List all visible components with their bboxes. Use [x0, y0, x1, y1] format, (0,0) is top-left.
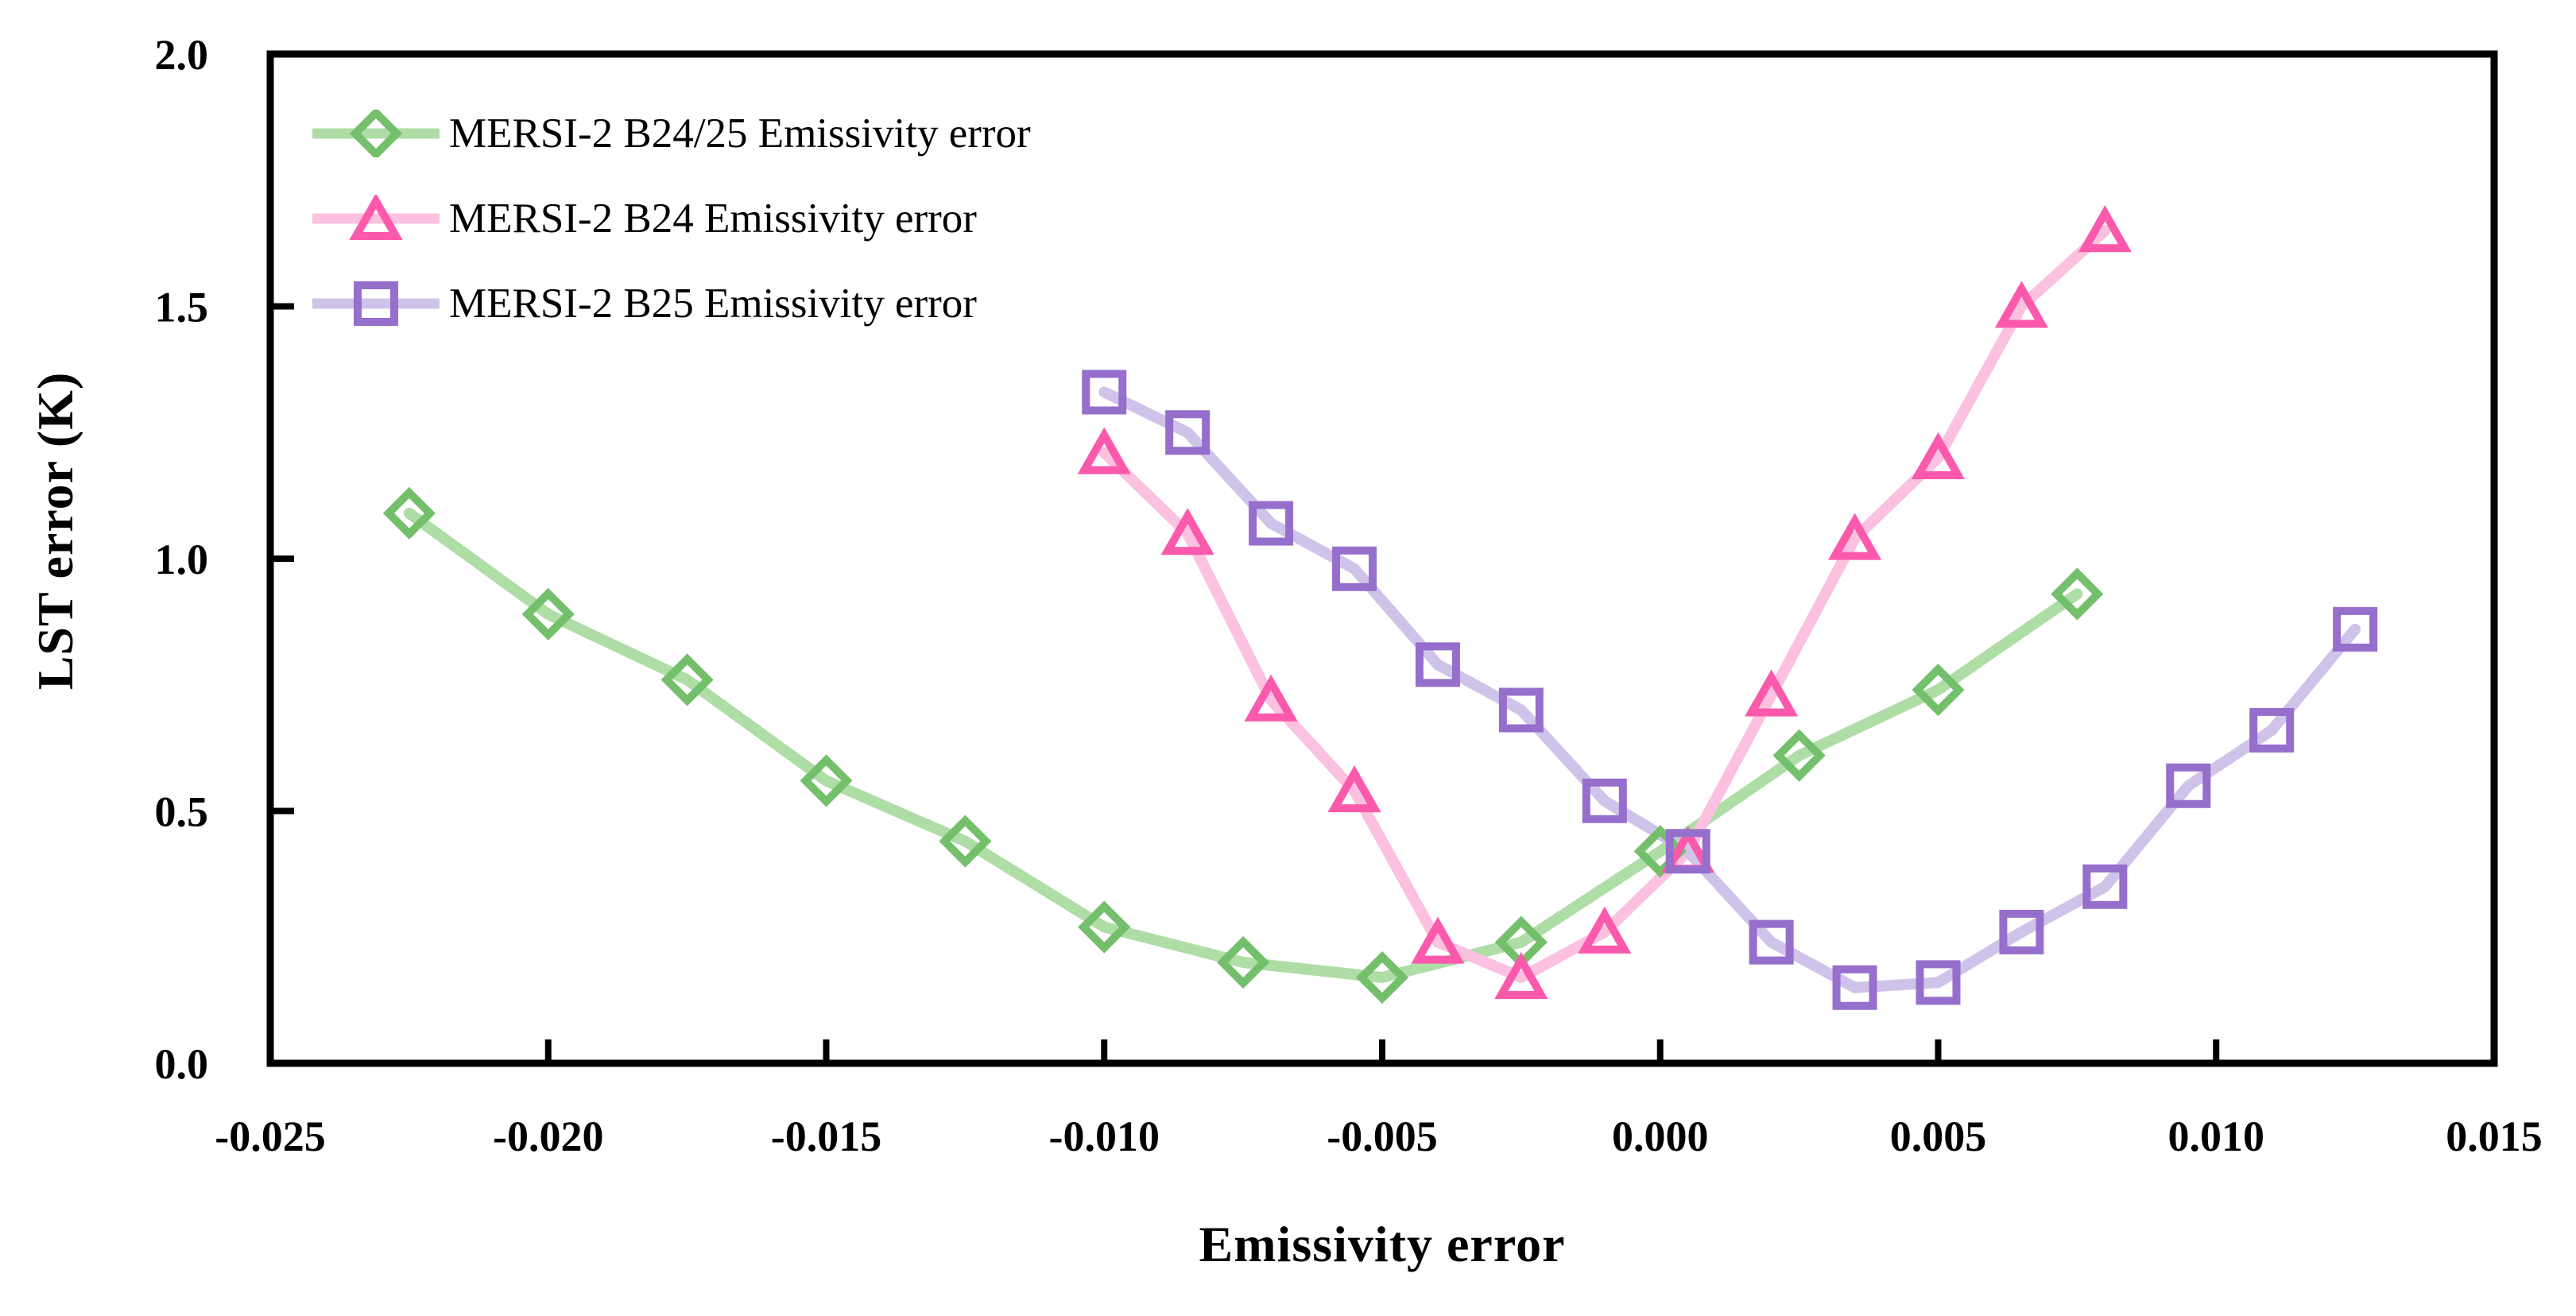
- square-marker: [1665, 829, 1710, 874]
- diamond-marker: [521, 587, 575, 641]
- square-marker: [1582, 778, 1627, 823]
- square-marker: [1249, 501, 1294, 546]
- square-marker: [2333, 606, 2378, 652]
- y-tick-label: 0.0: [155, 1040, 209, 1088]
- y-tick-label: 1.0: [155, 536, 209, 583]
- square-marker: [2082, 864, 2128, 909]
- plot-border: [266, 50, 2498, 1067]
- triangle-marker: [1578, 906, 1632, 954]
- legend-item-b24: MERSI-2 B24 Emissivity error: [308, 176, 1031, 261]
- y-tick-label: 0.5: [155, 788, 209, 836]
- x-tick-label: 0.000: [1612, 1113, 1709, 1160]
- triangle-marker: [1911, 432, 1966, 479]
- triangle-marker: [1327, 764, 1381, 813]
- y-tick-label: 1.5: [155, 284, 209, 331]
- x-tick-label: -0.025: [215, 1113, 325, 1160]
- square-marker-icon: [308, 280, 444, 327]
- square-marker: [2249, 707, 2295, 753]
- diamond-marker: [660, 653, 714, 706]
- legend-label: MERSI-2 B24 Emissivity error: [449, 195, 977, 242]
- triangle-marker: [1411, 916, 1465, 964]
- diamond-marker: [1633, 825, 1687, 878]
- legend-label: MERSI-2 B24/25 Emissivity error: [449, 110, 1031, 157]
- diamond-marker: [1217, 935, 1270, 989]
- x-tick-label: 0.010: [2168, 1113, 2265, 1160]
- y-axis-title: LST error (K): [27, 371, 83, 691]
- square-marker: [1332, 546, 1377, 591]
- series-line-0: [403, 507, 2083, 983]
- diamond-marker: [1912, 664, 1965, 717]
- diamond-marker: [2051, 567, 2104, 621]
- x-tick-label: -0.005: [1327, 1113, 1437, 1160]
- square-marker: [1498, 687, 1544, 733]
- series-line-1: [1098, 225, 2111, 983]
- square-marker: [1999, 909, 2044, 954]
- triangle-marker: [1077, 427, 1131, 474]
- triangle-marker: [1494, 951, 1548, 1000]
- diamond-marker: [939, 815, 992, 868]
- square-marker: [1082, 370, 1127, 415]
- x-tick-label: -0.010: [1049, 1113, 1160, 1160]
- legend-line: [308, 192, 444, 240]
- legend-label: MERSI-2 B25 Emissivity error: [449, 280, 977, 327]
- triangle-marker-icon: [308, 192, 444, 242]
- x-tick-label: 0.015: [2446, 1113, 2543, 1160]
- triangle-marker-glyph: [349, 192, 403, 240]
- legend-item-b25: MERSI-2 B25 Emissivity error: [308, 261, 1031, 346]
- triangle-marker: [1745, 669, 1799, 717]
- triangle-marker: [1994, 281, 2049, 328]
- x-axis-title: Emissivity error: [1199, 1216, 1566, 1272]
- triangle-marker: [2078, 205, 2132, 253]
- diamond-marker: [1355, 950, 1409, 1004]
- square-marker-glyph: [354, 281, 398, 326]
- square-marker: [1749, 919, 1794, 965]
- diamond-marker: [800, 754, 853, 807]
- square-marker: [1165, 410, 1211, 455]
- triangle-marker: [1160, 508, 1214, 555]
- legend-line: [308, 281, 444, 326]
- triangle-marker: [1827, 513, 1882, 560]
- x-tick-label: 0.005: [1890, 1113, 1987, 1160]
- diamond-marker: [382, 486, 436, 540]
- legend-item-b24-25: MERSI-2 B24/25 Emissivity error: [308, 91, 1031, 176]
- diamond-marker-glyph: [349, 106, 403, 160]
- legend: MERSI-2 B24/25 Emissivity error MERSI-2 …: [308, 91, 1031, 346]
- triangle-marker: [1244, 674, 1298, 722]
- diamond-marker-icon: [308, 106, 444, 160]
- series-line-2: [1098, 386, 2361, 993]
- square-marker: [2166, 763, 2211, 808]
- y-tick-label: 2.0: [155, 31, 209, 79]
- x-tick-label: -0.020: [493, 1113, 603, 1160]
- legend-line: [308, 106, 444, 160]
- diamond-marker: [1078, 900, 1131, 954]
- square-marker: [1916, 960, 1961, 1005]
- diamond-marker: [1772, 729, 1826, 782]
- square-marker: [1415, 642, 1460, 687]
- x-tick-label: -0.015: [771, 1113, 881, 1160]
- square-marker: [1832, 965, 1877, 1010]
